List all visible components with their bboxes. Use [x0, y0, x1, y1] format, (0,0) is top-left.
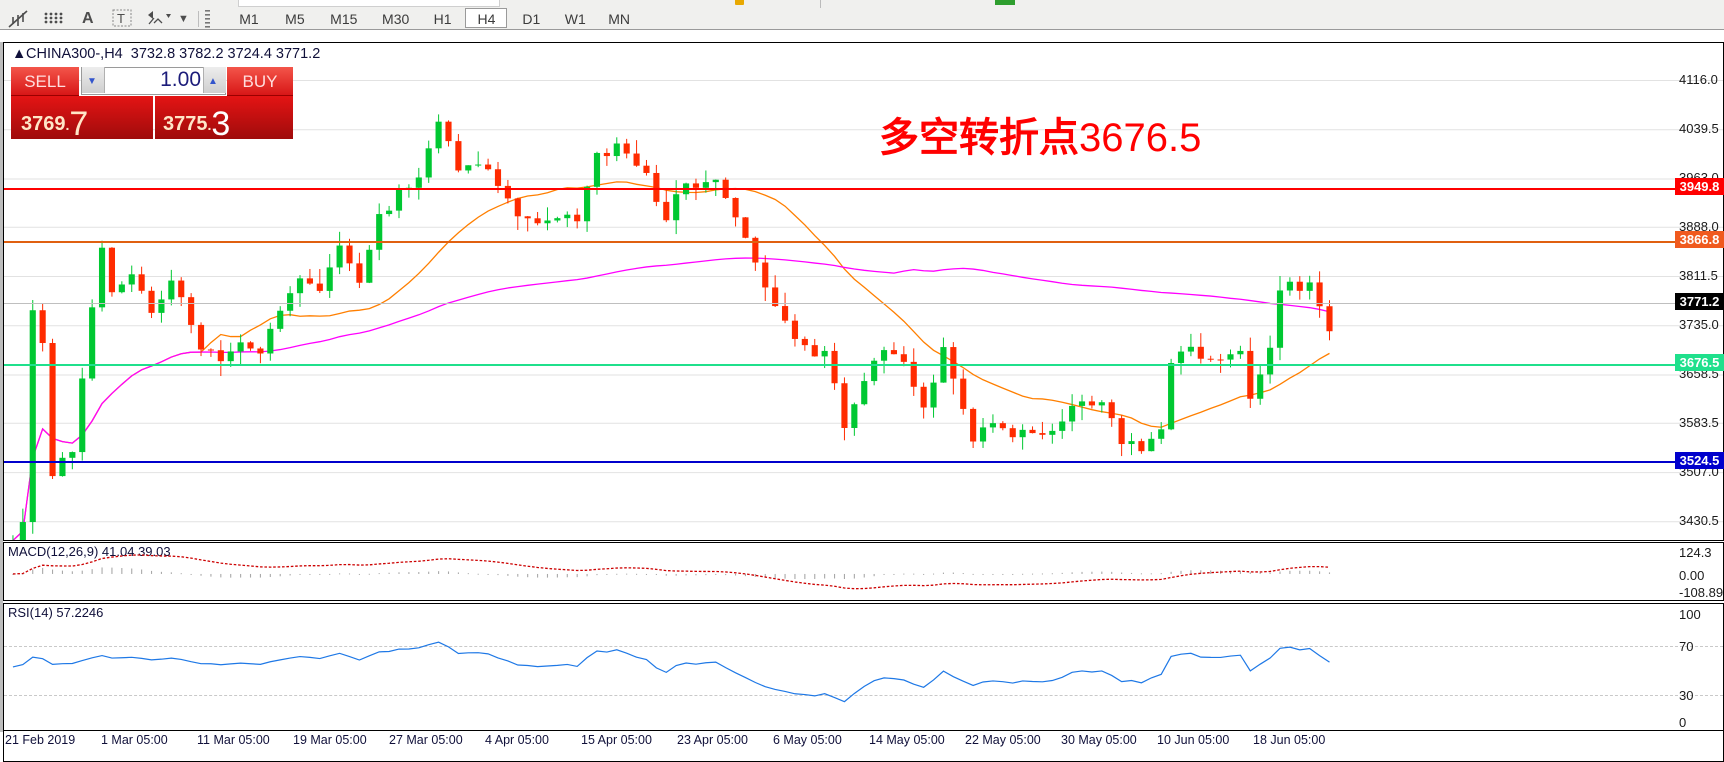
svg-text:T: T [117, 11, 125, 26]
